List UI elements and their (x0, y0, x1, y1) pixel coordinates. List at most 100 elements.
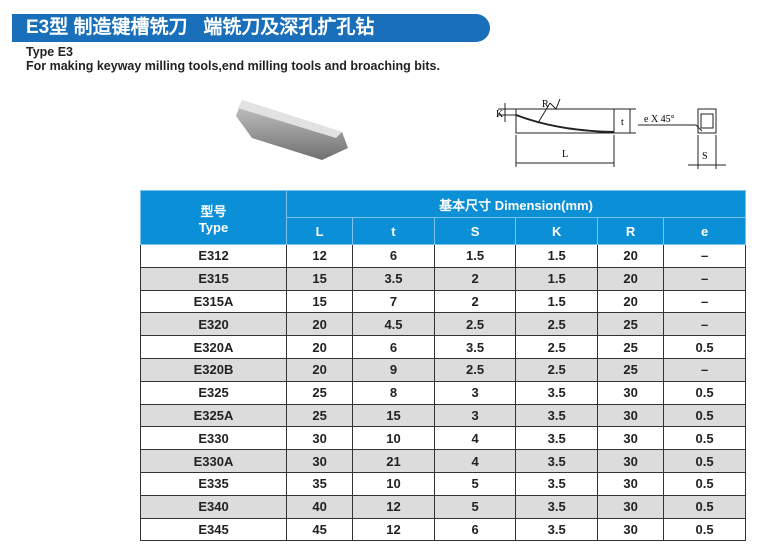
cell: 3.5 (352, 266, 435, 291)
table-row: E340 40 12 5 3.5 30 0.5 (140, 494, 746, 519)
type-cell: E345 (140, 517, 287, 542)
cell: 4.5 (352, 312, 435, 337)
cell: 20 (285, 335, 354, 359)
type-cell: E320B (140, 357, 287, 382)
cell: 4 (433, 449, 517, 473)
description: For making keyway milling tools,end mill… (26, 59, 440, 73)
column-header-t: t (352, 217, 435, 245)
cell: 12 (285, 244, 354, 268)
cell: 6 (352, 244, 435, 268)
cell: 2.5 (515, 357, 598, 382)
cell: 0.5 (663, 517, 746, 542)
table-row: E320 20 4.5 2.5 2.5 25– (140, 312, 746, 337)
cell: 20 (285, 312, 354, 337)
cell: 2 (433, 289, 517, 314)
type-cell: E325 (140, 380, 287, 405)
cell: 15 (352, 403, 435, 428)
type-cell: E320 (140, 312, 287, 337)
cell: 2 (433, 266, 517, 291)
cell: 30 (285, 426, 354, 451)
table-row: E320A 20 6 3.5 2.5 25 0.5 (140, 335, 746, 359)
cell: 12 (352, 517, 435, 542)
cell: 6 (352, 335, 435, 359)
cell: 9 (352, 357, 435, 382)
cell: 30 (596, 494, 665, 519)
cell: 10 (352, 426, 435, 451)
table-row: E330 30 10 4 3.5 30 0.5 (140, 426, 746, 451)
cell: 0.5 (663, 380, 746, 405)
type-label: Type E3 (26, 45, 74, 59)
type-cell: E335 (140, 471, 287, 496)
type-header-en: Type (198, 219, 229, 235)
cell: 3.5 (515, 471, 598, 496)
table-row: E320B 20 9 2.5 2.5 25– (140, 357, 746, 382)
cell: 20 (596, 289, 665, 314)
cell: 0.5 (663, 449, 746, 473)
column-header-S: S (433, 217, 517, 245)
cell: 1.5 (515, 244, 598, 268)
cell: – (663, 244, 746, 268)
type-cell: E312 (140, 244, 287, 268)
cell: – (663, 357, 746, 382)
cell: 25 (596, 357, 665, 382)
cell: 10 (352, 471, 435, 496)
type-cell: E320A (140, 335, 287, 359)
type-cell: E340 (140, 494, 287, 519)
cell: 30 (596, 403, 665, 428)
type-cell: E315A (140, 289, 287, 314)
cell: 12 (352, 494, 435, 519)
cell: 15 (285, 266, 354, 291)
r-label: R (542, 99, 549, 110)
type-cell: E325A (140, 403, 287, 428)
cell: 0.5 (663, 403, 746, 428)
cell: 25 (596, 335, 665, 359)
cell: 21 (352, 449, 435, 473)
cell: 7 (352, 289, 435, 314)
cell: 30 (285, 449, 354, 473)
table-row: E315 15 3.5 2 1.5 20– (140, 266, 746, 291)
cell: 30 (596, 517, 665, 542)
cell: – (663, 312, 746, 337)
cell: 5 (433, 471, 517, 496)
cell: 3.5 (515, 380, 598, 405)
type-cell: E315 (140, 266, 287, 291)
cell: 0.5 (663, 471, 746, 496)
type-cell: E330 (140, 426, 287, 451)
cell: 3.5 (515, 494, 598, 519)
cell: 5 (433, 494, 517, 519)
table-row: E325A 25 15 3 3.5 30 0.5 (140, 403, 746, 428)
cell: 0.5 (663, 335, 746, 359)
cell: 15 (285, 289, 354, 314)
cell: 25 (596, 312, 665, 337)
table-row: E325 25 8 3 3.5 30 0.5 (140, 380, 746, 405)
cell: 30 (596, 471, 665, 496)
title-banner: E3型 制造键槽铣刀 端铣刀及深孔扩孔钻 (12, 14, 490, 42)
cell: 0.5 (663, 426, 746, 451)
column-header-e: e (663, 217, 746, 245)
cell: – (663, 266, 746, 291)
cell: 40 (285, 494, 354, 519)
cell: 35 (285, 471, 354, 496)
cell: 2.5 (515, 335, 598, 359)
cell: 2.5 (433, 312, 517, 337)
cell: 30 (596, 426, 665, 451)
table-row: E345 45 12 6 3.5 30 0.5 (140, 517, 746, 542)
column-header-K: K (515, 217, 598, 245)
cell: 20 (596, 266, 665, 291)
cell: 3.5 (515, 517, 598, 542)
cell: 3 (433, 380, 517, 405)
cell: 30 (596, 380, 665, 405)
type-header-cn: 型号 (200, 203, 227, 219)
cell: 1.5 (433, 244, 517, 268)
cell: 2.5 (433, 357, 517, 382)
cell: 20 (285, 357, 354, 382)
t-label: t (621, 117, 624, 128)
cell: 0.5 (663, 494, 746, 519)
type-cell: E330A (140, 449, 287, 473)
s-label: S (702, 151, 708, 162)
cell: 1.5 (515, 266, 598, 291)
carbide-tip-photo (236, 100, 348, 160)
k-label: K (496, 109, 504, 120)
table-body: E312 12 6 1.5 1.5 20– E315 15 3.5 2 1.5 20– E315A 15 7… (140, 244, 746, 542)
